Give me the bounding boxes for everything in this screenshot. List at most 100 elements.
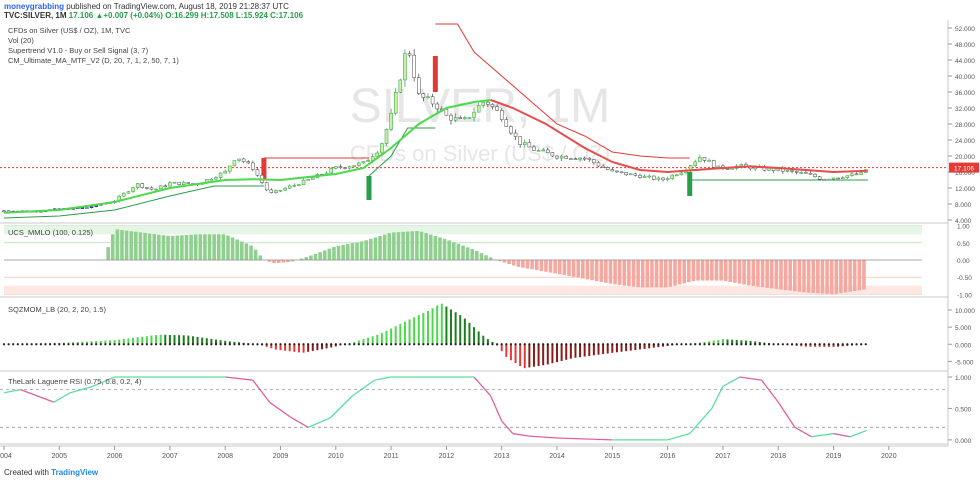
rsi-segment [3, 388, 21, 394]
candle-body [592, 159, 596, 164]
sqz-dot [118, 343, 121, 346]
rsi-segment [70, 385, 93, 394]
rsi-segment [761, 379, 779, 403]
sqz-dot [233, 343, 236, 346]
sqz-dot [293, 343, 296, 346]
candle-body [287, 185, 292, 189]
sqz-dot [251, 343, 254, 346]
mmlo-bar [484, 255, 488, 260]
ma-line-green [3, 99, 491, 214]
mmlo-bar [668, 260, 673, 287]
candle-body [223, 170, 227, 174]
sqz-dot [827, 343, 831, 346]
mmlo-bar [147, 233, 152, 260]
time-tick-label: 2014 [549, 453, 565, 460]
signal-buy-bar [687, 172, 693, 196]
mmlo-bar [779, 260, 783, 290]
mmlo-bar [530, 260, 534, 270]
mmlo-bar [184, 234, 189, 260]
main-series-label[interactable]: CFDs on Silver (US$ / OZ), 1M, TVC [8, 26, 131, 35]
sqz-dot [459, 343, 462, 346]
candle-body [619, 171, 624, 174]
sqz-dot [136, 343, 139, 346]
mmlo-bar [350, 243, 355, 260]
candle-body [246, 161, 250, 164]
candle-body [306, 179, 310, 181]
sqz-dot [772, 343, 775, 346]
candle-body [334, 166, 338, 169]
mmlo-bar [290, 260, 295, 262]
mmlo-bottom-zone [4, 285, 922, 295]
rsi-segment [252, 379, 270, 403]
sqz-dot [698, 343, 701, 346]
candle-body [2, 210, 6, 213]
sqz-dot [25, 343, 29, 346]
candle-body [214, 177, 218, 180]
sqz-dot [666, 343, 669, 346]
time-tick-label: 2015 [605, 453, 621, 460]
volume-label[interactable]: Vol (20) [8, 36, 34, 45]
ma-label[interactable]: CM_Ultimate_MA_MTF_V2 (D, 20, 7, 1, 2, 5… [8, 56, 179, 65]
candle-body [486, 101, 490, 105]
time-tick-label: 2005 [52, 453, 68, 460]
mmlo-bar [723, 260, 728, 282]
mmlo-bar [700, 260, 705, 281]
candle-body [209, 178, 214, 181]
sqz-dot [39, 343, 42, 346]
sqzmom-label[interactable]: SQZMOM_LB (20, 2, 20, 1.5) [8, 305, 106, 314]
sqz-dot [362, 343, 365, 346]
tradingview-logo[interactable]: TradingView [51, 468, 99, 477]
mmlo-bar [816, 260, 820, 294]
sqz-dot [127, 343, 130, 346]
supertrend-label[interactable]: Supertrend V1.0 - Buy or Sell Signal (3,… [8, 46, 149, 55]
time-tick-label: 2007 [162, 453, 178, 460]
sqz-dot [196, 343, 199, 346]
candle-body [495, 106, 499, 111]
mmlo-bar [539, 260, 544, 271]
price-tick-label: 32.000 [955, 106, 975, 113]
sqz-dot [597, 343, 600, 346]
sqz-dot [53, 343, 56, 346]
sqz-dot [601, 343, 605, 346]
rsi-segment [529, 435, 558, 439]
sqz-dot [721, 343, 725, 346]
mmlo-bar [608, 260, 613, 284]
candle-body [817, 176, 822, 180]
candle-body [859, 172, 863, 175]
mmlo-bar [604, 260, 608, 283]
rsi-segment [307, 417, 331, 428]
mmlo-bar [221, 234, 226, 260]
time-tick-label: 2011 [384, 453, 399, 460]
candle-body [527, 142, 532, 148]
candle-body [661, 177, 665, 181]
mmlo-tick-label: 0.00 [957, 258, 970, 265]
sqz-dot [413, 343, 416, 346]
mmlo-bar [581, 260, 585, 279]
sqz-dot [574, 343, 577, 346]
current-price-label: 17.106 [954, 166, 974, 173]
rsi-tick-label: 0.000 [955, 438, 972, 445]
laguerre-rsi-label[interactable]: TheLark Laguerre RSI (0.75, 0.8, 0.2, 4) [8, 377, 142, 386]
rsi-segment [667, 432, 690, 441]
sqz-dot [35, 343, 38, 346]
mmlo-bar [235, 239, 239, 260]
candle-body [389, 112, 393, 130]
sqz-dot [99, 343, 102, 346]
mmlo-bar [299, 258, 304, 260]
mmlo-bar [479, 253, 484, 260]
mmlo-bar [286, 260, 290, 263]
candle-body [850, 173, 854, 176]
mmlo-bar [502, 260, 507, 263]
candle-body [564, 155, 568, 159]
mmlo-bar [521, 260, 525, 268]
author-link[interactable]: moneygrabbing [4, 2, 65, 11]
mmlo-tick-label: -0.50 [957, 275, 972, 282]
mmlo-label[interactable]: UCS_MMLO (100, 0.125) [8, 228, 94, 237]
candle-body [145, 187, 149, 189]
rsi-segment [36, 395, 55, 403]
candle-body [596, 162, 601, 167]
sqz-dot [565, 343, 568, 346]
sqz-dot [496, 343, 499, 346]
candle-body [550, 152, 555, 157]
